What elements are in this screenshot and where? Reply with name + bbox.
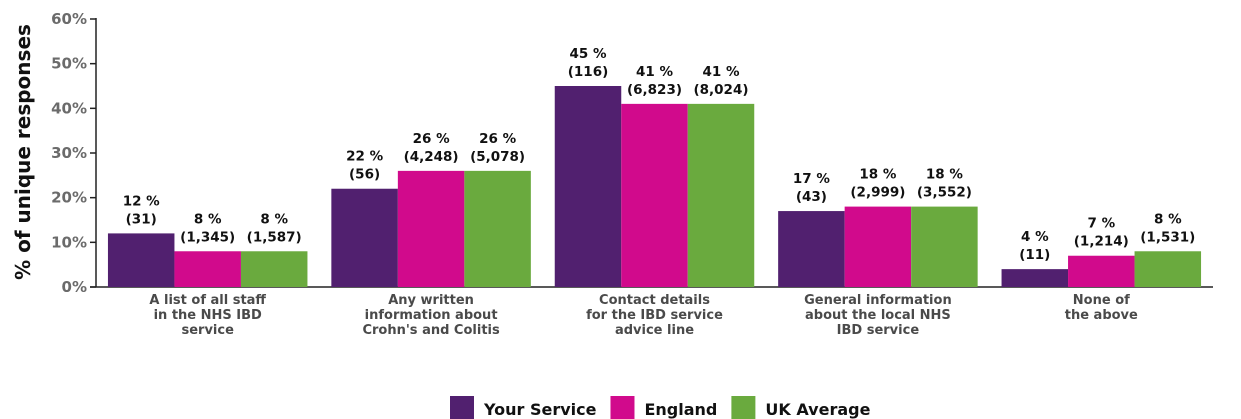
bar	[911, 206, 978, 287]
data-label-count: (56)	[349, 167, 380, 183]
data-label-percent: 26 %	[413, 131, 450, 147]
legend-label: UK Average	[765, 400, 870, 419]
data-label-count: (116)	[568, 64, 609, 80]
bar	[107, 233, 175, 287]
data-label-count: (1,214)	[1074, 234, 1129, 250]
legend-swatch	[731, 396, 756, 419]
y-tick-label: 50%	[51, 55, 87, 73]
x-tick-label: in the NHS IBD	[154, 308, 262, 323]
bar	[621, 103, 688, 287]
x-tick-label: Any written	[388, 293, 474, 308]
data-label-count: (43)	[796, 189, 827, 205]
data-label-percent: 41 %	[636, 64, 673, 80]
data-label-percent: 8 %	[194, 211, 222, 227]
bar	[397, 170, 465, 287]
data-label-count: (6,823)	[627, 82, 682, 98]
x-tick-label: Crohn's and Colitis	[362, 323, 500, 338]
data-label-percent: 45 %	[569, 46, 606, 62]
bar	[844, 206, 912, 287]
data-label-percent: 8 %	[260, 211, 288, 227]
x-tick-label: advice line	[615, 323, 694, 338]
y-tick-label: 60%	[51, 10, 87, 28]
data-label-count: (11)	[1019, 247, 1050, 263]
bar	[1134, 251, 1202, 287]
x-tick-label: the above	[1065, 308, 1138, 323]
bars	[107, 86, 1202, 287]
data-label-percent: 7 %	[1087, 216, 1115, 232]
y-axis-label: % of unique responses	[11, 24, 35, 280]
data-label-count: (4,248)	[404, 149, 459, 165]
y-tick-label: 0%	[62, 278, 87, 296]
x-tick-label: service	[181, 323, 234, 338]
data-label-percent: 18 %	[926, 167, 963, 183]
x-tick-label: General information	[804, 293, 952, 308]
data-label-count: (5,078)	[470, 149, 525, 165]
x-tick-label: information about	[365, 308, 498, 323]
y-tick-label: 10%	[51, 233, 87, 251]
data-label-percent: 12 %	[123, 193, 160, 209]
y-tick-label: 20%	[51, 189, 87, 207]
x-tick-label: about the local NHS	[805, 308, 951, 323]
data-label-percent: 4 %	[1021, 229, 1049, 245]
bar	[174, 251, 241, 287]
bar	[687, 103, 755, 287]
data-label-percent: 18 %	[859, 167, 896, 183]
legend-swatch	[610, 396, 635, 419]
legend: Your Service England UK Average	[450, 396, 871, 419]
data-label-count: (31)	[126, 211, 157, 227]
x-tick-label: for the IBD service	[586, 308, 723, 323]
bar	[1068, 255, 1135, 287]
bar	[778, 211, 845, 287]
legend-label: Your Service	[483, 400, 597, 419]
y-tick-label: 40%	[51, 99, 87, 117]
x-tick-label: None of	[1073, 293, 1130, 308]
data-label-percent: 17 %	[793, 171, 830, 187]
data-labels: 12 % (31) 8 % (1,345) 8 % (1,587) 22 % (56) 26 %…	[123, 46, 1196, 263]
data-label-count: (2,999)	[850, 185, 905, 201]
data-label-percent: 41 %	[702, 64, 739, 80]
x-tick-label: IBD service	[837, 323, 920, 338]
y-tick-label: 30%	[51, 144, 87, 162]
bar	[331, 188, 398, 287]
bar	[240, 251, 308, 287]
bar	[1001, 269, 1069, 287]
bar	[464, 170, 531, 287]
data-label-count: (3,552)	[917, 185, 972, 201]
bar	[554, 86, 622, 287]
data-label-percent: 8 %	[1154, 211, 1182, 227]
y-ticks: 0% 10% 20% 30% 40% 50% 60%	[51, 10, 96, 296]
legend-label: England	[644, 400, 717, 419]
data-label-percent: 22 %	[346, 149, 383, 165]
data-label-percent: 26 %	[479, 131, 516, 147]
data-label-count: (1,587)	[247, 229, 302, 245]
x-tick-label: Contact details	[599, 293, 710, 308]
data-label-count: (1,345)	[180, 229, 235, 245]
x-tick-label: A list of all staff	[149, 293, 266, 308]
legend-swatch	[450, 396, 474, 419]
data-label-count: (8,024)	[693, 82, 748, 98]
data-label-count: (1,531)	[1140, 229, 1195, 245]
